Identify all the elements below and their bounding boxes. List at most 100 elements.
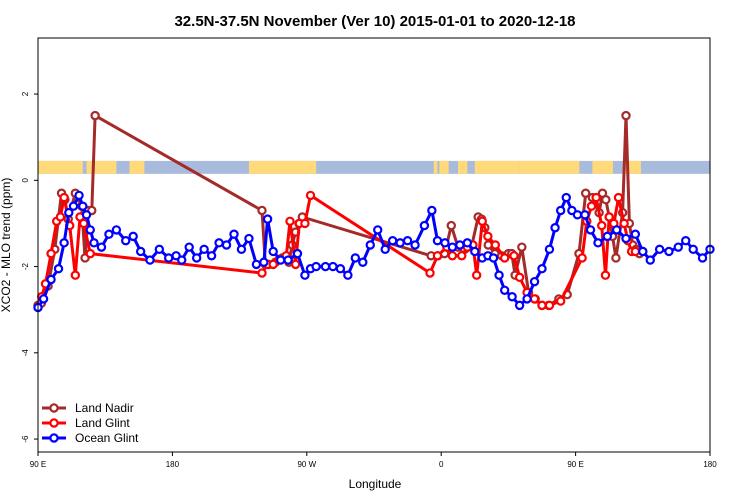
point-ocean-glint xyxy=(268,246,278,257)
x-tick-label: 90 E xyxy=(30,460,46,469)
legend-marker-land-glint xyxy=(49,418,59,428)
point-land-glint xyxy=(604,212,614,222)
y-tick-label: 2 xyxy=(21,91,30,96)
point-ocean-glint xyxy=(68,201,79,211)
point-ocean-glint xyxy=(664,246,674,257)
point-land-nadir xyxy=(601,195,611,205)
point-ocean-glint xyxy=(262,214,273,224)
point-land-glint xyxy=(591,192,601,203)
point-ocean-glint xyxy=(447,242,458,252)
x-tick-label: 0 xyxy=(439,460,444,469)
land-segment xyxy=(433,160,438,174)
point-land-glint xyxy=(499,253,510,263)
point-land-glint xyxy=(477,216,487,226)
point-ocean-glint xyxy=(46,274,56,285)
point-ocean-glint xyxy=(292,248,303,259)
point-ocean-glint xyxy=(555,205,566,216)
point-ocean-glint xyxy=(494,270,504,280)
point-land-glint xyxy=(432,251,443,261)
point-ocean-glint xyxy=(229,229,239,239)
land-ocean-strip xyxy=(38,160,710,174)
point-land-glint xyxy=(514,272,525,283)
land-segment xyxy=(248,160,317,174)
point-ocean-glint xyxy=(440,238,450,248)
point-ocean-glint xyxy=(38,294,49,304)
point-ocean-glint xyxy=(455,240,465,250)
land-segment xyxy=(129,160,145,174)
point-ocean-glint xyxy=(64,207,74,218)
land-segment xyxy=(86,160,117,174)
point-ocean-glint xyxy=(96,242,107,252)
point-ocean-glint xyxy=(128,231,138,242)
point-ocean-glint xyxy=(191,253,202,263)
point-ocean-glint xyxy=(145,255,155,265)
point-ocean-glint xyxy=(602,231,613,242)
point-ocean-glint xyxy=(154,244,165,255)
y-tick-label: -6 xyxy=(21,435,30,443)
point-ocean-glint xyxy=(499,285,510,295)
point-land-nadir xyxy=(446,220,456,231)
point-ocean-glint xyxy=(350,253,361,263)
point-ocean-glint xyxy=(111,225,122,235)
point-land-glint xyxy=(290,259,301,270)
point-ocean-glint xyxy=(104,229,114,239)
point-ocean-glint xyxy=(343,270,353,280)
x-tick-label: 90 W xyxy=(297,460,316,469)
point-ocean-glint xyxy=(89,238,99,248)
point-ocean-glint xyxy=(654,244,665,255)
y-tick-label: -4 xyxy=(21,349,30,357)
point-ocean-glint xyxy=(395,238,405,248)
point-ocean-glint xyxy=(236,244,247,255)
legend-label-ocean-glint: Ocean Glint xyxy=(75,431,139,445)
point-ocean-glint xyxy=(522,294,532,304)
land-segment xyxy=(458,160,468,174)
series-land-nadir xyxy=(33,110,648,311)
point-land-nadir xyxy=(611,253,621,263)
point-land-nadir xyxy=(517,242,527,252)
point-ocean-glint xyxy=(53,264,64,274)
point-ocean-glint xyxy=(59,238,69,248)
point-ocean-glint xyxy=(251,259,262,270)
land-segment xyxy=(474,160,520,174)
point-land-glint xyxy=(285,216,295,226)
point-ocean-glint xyxy=(572,210,583,220)
x-tick-label: 180 xyxy=(703,460,717,469)
point-ocean-glint xyxy=(529,276,540,287)
point-ocean-glint xyxy=(419,220,430,231)
series-ocean-glint xyxy=(33,190,715,313)
point-ocean-glint xyxy=(373,225,383,235)
point-ocean-glint xyxy=(514,300,525,311)
point-land-glint xyxy=(85,248,95,259)
point-ocean-glint xyxy=(427,205,437,216)
point-land-glint xyxy=(529,294,540,304)
point-ocean-glint xyxy=(177,255,187,265)
point-ocean-glint xyxy=(550,223,560,233)
point-ocean-glint xyxy=(544,244,555,255)
chart-title: 32.5N-37.5N November (Ver 10) 2015-01-01… xyxy=(174,13,575,30)
point-land-nadir xyxy=(621,110,631,121)
point-ocean-glint xyxy=(387,235,398,246)
land-segment xyxy=(439,160,449,174)
point-land-glint xyxy=(70,270,81,280)
axes: 90 E 180 90 W 0 90 E 180 2 0 -2 -4 -6 xyxy=(21,91,717,469)
legend-label-land-nadir: Land Nadir xyxy=(75,401,134,415)
point-ocean-glint xyxy=(199,244,209,255)
point-ocean-glint xyxy=(488,253,499,263)
point-ocean-glint xyxy=(621,233,631,244)
point-ocean-glint xyxy=(184,242,194,252)
point-ocean-glint xyxy=(244,233,254,244)
point-land-nadir xyxy=(257,205,267,216)
y-tick-label: -2 xyxy=(21,262,30,270)
point-ocean-glint xyxy=(358,257,368,267)
land-segment xyxy=(38,160,83,174)
point-ocean-glint xyxy=(697,253,708,263)
point-ocean-glint xyxy=(380,244,390,255)
point-ocean-glint xyxy=(638,246,648,257)
legend-label-land-glint: Land Glint xyxy=(75,416,130,430)
point-ocean-glint xyxy=(311,261,321,272)
point-ocean-glint xyxy=(221,240,232,250)
point-ocean-glint xyxy=(462,238,473,248)
y-tick-label: 0 xyxy=(21,178,30,183)
